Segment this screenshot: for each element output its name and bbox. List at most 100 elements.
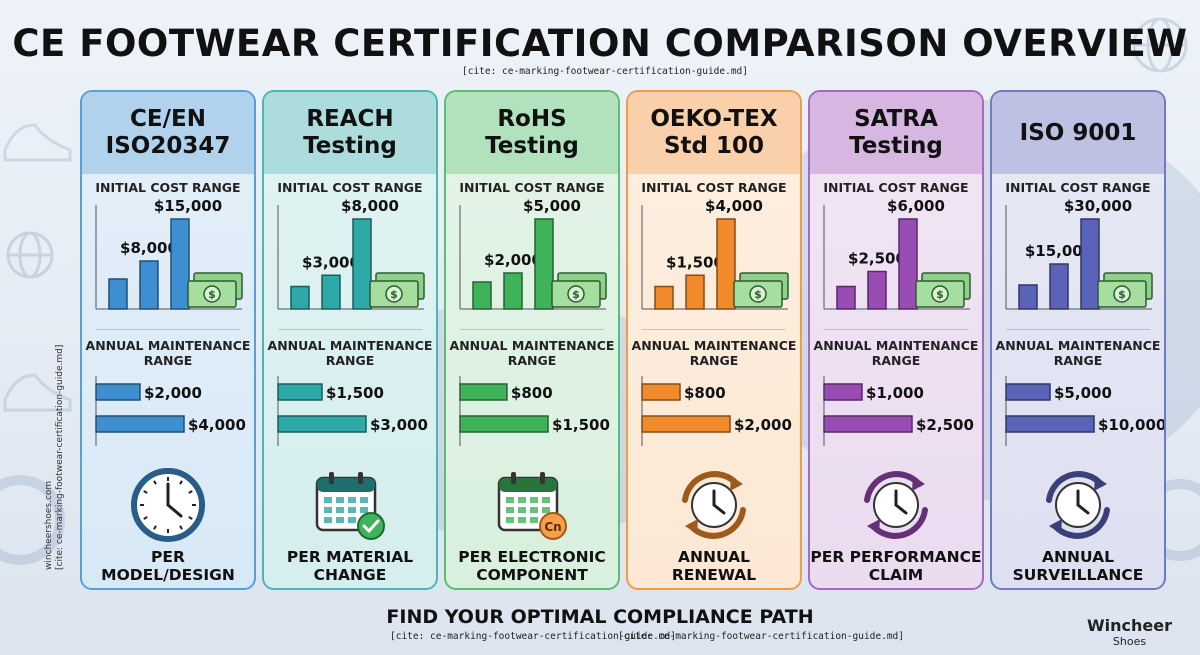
renewal-clock-icon: [992, 464, 1164, 546]
frequency-label: PER PERFORMANCE CLAIM: [810, 548, 982, 584]
frequency-label: ANNUAL RENEWAL: [628, 548, 800, 584]
cert-name: REACH Testing: [303, 106, 397, 160]
page-title: CE FOOTWEAR CERTIFICATION COMPARISON OVE…: [12, 22, 1188, 65]
annual-label-line: ANNUAL MAINTENANCE: [267, 338, 433, 353]
annual-maintenance-value: $5,000: [1054, 384, 1112, 402]
frequency-label-line: SURVEILLANCE: [1012, 566, 1144, 584]
annual-maintenance-svg: $1,500 $3,000: [277, 376, 428, 446]
cert-name-line: REACH: [306, 106, 394, 132]
annual-maintenance-value: $1,500: [552, 416, 610, 434]
side-website: wincheershoes.com: [44, 480, 54, 570]
annual-maintenance-label: ANNUAL MAINTENANCE RANGE: [82, 338, 254, 368]
renewal-clock-icon-svg: [682, 471, 746, 539]
frequency-label-line: PER PERFORMANCE: [810, 548, 982, 566]
cert-name-line: Std 100: [663, 133, 765, 159]
initial-cost-value: $30,000: [1064, 199, 1132, 215]
cert-card-title: RoHS Testing: [446, 92, 618, 174]
renewal-clock-icon-svg: [1046, 471, 1110, 539]
annual-maintenance-bar: [823, 415, 913, 433]
section-divider: [460, 329, 604, 330]
brand-subtitle: Shoes: [1112, 635, 1147, 648]
frequency-label-line: PER ELECTRONIC: [458, 548, 606, 566]
annual-maintenance-value: $800: [511, 384, 553, 402]
calendar-check-icon: [264, 464, 436, 546]
initial-cost-value: $8,000: [120, 239, 178, 257]
frequency-label: PER MATERIAL CHANGE: [264, 548, 436, 584]
cert-name-line: CE/EN: [130, 106, 206, 132]
initial-cost-bar: [170, 218, 190, 310]
annual-maintenance-value: $4,000: [188, 416, 246, 434]
cert-name-line: Testing: [849, 133, 943, 159]
clock-icon: [82, 464, 254, 546]
annual-maintenance-chart: $5,000 $10,000: [992, 374, 1164, 448]
initial-cost-bar: [1049, 263, 1069, 310]
initial-cost-value: $15,000: [154, 199, 222, 215]
brand-name: Wincheer: [1087, 616, 1172, 635]
initial-cost-svg: $8,000 $15,000 $: [95, 197, 243, 310]
cert-name-line: ISO 9001: [1019, 119, 1137, 146]
initial-cost-bar: [290, 285, 310, 310]
frequency-label-line: CLAIM: [868, 566, 924, 584]
initial-cost-bar: [108, 278, 128, 310]
annual-label-line: ANNUAL MAINTENANCE: [995, 338, 1161, 353]
annual-maintenance-chart: $800 $2,000: [628, 374, 800, 448]
cert-name: CE/EN ISO20347: [106, 106, 231, 160]
frequency-label: PER ELECTRONIC COMPONENT: [446, 548, 618, 584]
svg-text:$: $: [936, 288, 944, 301]
side-citation: wincheershoes.com [cite: ce-marking-foot…: [44, 345, 66, 570]
footer-citation-right: [cite: ce-marking-footwear-certification…: [618, 631, 904, 642]
cert-card: RoHS Testing INITIAL COST RANGE $2,000 $5,00…: [444, 90, 620, 590]
initial-cost-bar: [139, 260, 159, 310]
annual-label-line: RANGE: [871, 353, 921, 368]
annual-maintenance-value: $1,500: [326, 384, 384, 402]
annual-maintenance-chart: $800 $1,500: [446, 374, 618, 448]
money-icon: $: [187, 272, 243, 308]
annual-maintenance-value: $2,000: [144, 384, 202, 402]
annual-maintenance-bar: [823, 383, 863, 401]
cert-card-title: SATRA Testing: [810, 92, 982, 174]
initial-cost-label: INITIAL COST RANGE: [459, 180, 605, 195]
annual-maintenance-bar: [459, 415, 549, 433]
annual-maintenance-chart: $1,500 $3,000: [264, 374, 436, 448]
frequency-label-line: COMPONENT: [476, 566, 588, 584]
renewal-clock-icon-svg: [864, 471, 928, 539]
annual-label-line: RANGE: [507, 353, 557, 368]
annual-maintenance-bar: [641, 415, 731, 433]
initial-cost-bar: [836, 285, 856, 310]
annual-maintenance-chart: $2,000 $4,000: [82, 374, 254, 448]
cert-name: ISO 9001: [1020, 120, 1137, 147]
initial-cost-value: $3,000: [302, 253, 360, 271]
annual-maintenance-svg: $800 $2,000: [641, 376, 792, 446]
initial-cost-bar: [352, 218, 372, 310]
initial-cost-chart: $2,000 $5,000 $: [446, 197, 618, 323]
frequency-label-line: RENEWAL: [671, 566, 757, 584]
cert-name-line: Testing: [303, 133, 397, 159]
section-divider: [642, 329, 786, 330]
footer-citation-left: [cite: ce-marking-footwear-certification…: [390, 631, 676, 642]
initial-cost-value: $2,000: [484, 251, 542, 269]
initial-cost-value: $5,000: [523, 199, 581, 215]
annual-maintenance-value: $10,000: [1098, 416, 1164, 434]
initial-cost-bar: [321, 274, 341, 310]
initial-cost-label: INITIAL COST RANGE: [277, 180, 423, 195]
cert-card: OEKO-TEX Std 100 INITIAL COST RANGE $1,500 $…: [626, 90, 802, 590]
annual-maintenance-svg: $2,000 $4,000: [95, 376, 246, 446]
section-divider: [96, 329, 240, 330]
annual-maintenance-bar: [1005, 415, 1095, 433]
initial-cost-svg: $2,500 $6,000 $: [823, 197, 971, 310]
title-citation: [cite: ce-marking-footwear-certification…: [462, 66, 748, 77]
annual-maintenance-value: $1,000: [866, 384, 924, 402]
annual-maintenance-value: $3,000: [370, 416, 428, 434]
initial-cost-value: $4,000: [705, 199, 763, 215]
frequency-label: PER MODEL/DESIGN: [82, 548, 254, 584]
annual-label-line: ANNUAL MAINTENANCE: [449, 338, 615, 353]
cert-name-line: OEKO-TEX: [650, 106, 778, 132]
money-icon: $: [733, 272, 789, 308]
annual-label-line: RANGE: [1053, 353, 1103, 368]
section-divider: [278, 329, 422, 330]
annual-maintenance-bar: [277, 383, 323, 401]
frequency-label-line: CHANGE: [313, 566, 387, 584]
cert-name-line: Testing: [485, 133, 579, 159]
initial-cost-label: INITIAL COST RANGE: [823, 180, 969, 195]
cert-card-title: OEKO-TEX Std 100: [628, 92, 800, 174]
